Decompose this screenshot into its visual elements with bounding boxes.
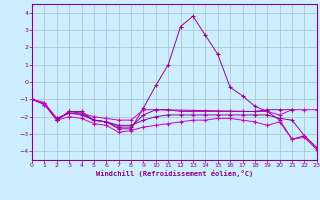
X-axis label: Windchill (Refroidissement éolien,°C): Windchill (Refroidissement éolien,°C) <box>96 170 253 177</box>
